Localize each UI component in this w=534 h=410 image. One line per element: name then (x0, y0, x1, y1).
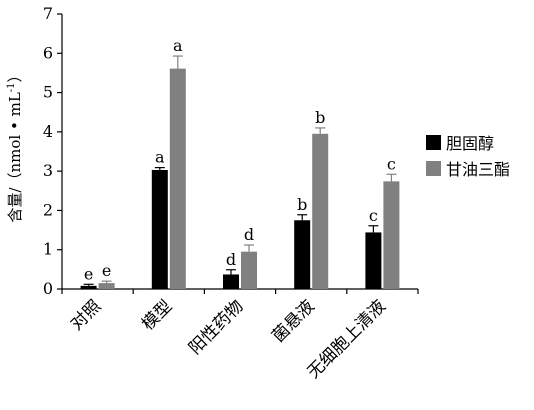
bar (365, 232, 382, 289)
significance-label: d (226, 250, 236, 269)
significance-label: d (244, 225, 254, 244)
significance-label: a (155, 148, 165, 167)
significance-label: e (84, 264, 93, 283)
category-label: 对照 (67, 296, 105, 334)
y-tick-label: 6 (43, 43, 53, 62)
y-axis-label: 含量/（nmol • mL-1） (6, 67, 24, 222)
y-axis-label-main: 含量/（nmol • mL (6, 92, 24, 222)
y-axis-label-close: ） (6, 67, 24, 82)
y-tick-label: 4 (43, 122, 53, 141)
significance-label: e (102, 261, 111, 280)
significance-label: c (369, 206, 378, 225)
bar (294, 220, 311, 289)
error-bars (83, 55, 397, 286)
category-label: 阳性药物 (185, 296, 247, 358)
bar (383, 181, 400, 289)
legend-swatch (426, 161, 441, 176)
x-axis (61, 288, 419, 294)
y-tick-label: 1 (43, 240, 53, 259)
bar (241, 251, 257, 289)
bar (151, 169, 168, 289)
category-label: 菌悬液 (269, 296, 319, 346)
significance-label: b (297, 195, 307, 214)
y-tick-label: 7 (43, 4, 53, 23)
bar (312, 133, 329, 289)
y-tick-label: 2 (43, 200, 53, 219)
bar (80, 285, 97, 289)
bars (80, 68, 400, 289)
category-label: 模型 (138, 296, 176, 334)
significance-label: c (387, 154, 396, 173)
bar (169, 68, 186, 289)
y-tick-label: 5 (43, 83, 53, 102)
significance-label: b (315, 108, 325, 127)
significance-labels: e e a a dd b b c c (84, 36, 396, 283)
bar (98, 283, 115, 289)
y-tick-label: 0 (43, 279, 53, 298)
legend-swatch (426, 135, 441, 150)
bar (223, 274, 239, 289)
y-axis-label-superscript: -1 (6, 82, 17, 92)
y-tick-label: 3 (43, 161, 53, 180)
y-axis: 0 1 2 3 4 5 6 7 (43, 4, 63, 298)
significance-label: a (173, 36, 183, 55)
legend-label: 甘油三酯 (446, 160, 510, 179)
legend-label: 胆固醇 (446, 134, 494, 153)
